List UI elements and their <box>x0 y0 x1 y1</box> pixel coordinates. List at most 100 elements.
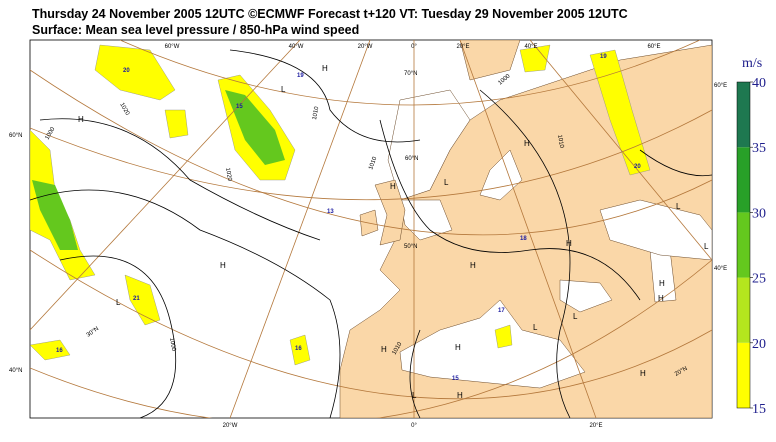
pressure-centre: H <box>658 294 664 303</box>
wind-label: 19 <box>600 54 607 60</box>
colorbar-segment <box>737 212 750 278</box>
pressure-centre: L <box>281 85 286 94</box>
isobar <box>39 118 321 241</box>
map: 60°W 40°W 20°W 0° 20°E 40°E 60°E 20°W 0°… <box>9 39 727 429</box>
graticule <box>30 249 712 400</box>
isobar <box>59 255 177 418</box>
wind-label: 16 <box>56 348 63 354</box>
pressure-centre: L <box>533 323 538 332</box>
pressure-centre: H <box>470 261 476 270</box>
colorbar-frame <box>736 81 751 409</box>
pressure-centre: L <box>412 391 417 400</box>
graticule <box>529 40 712 261</box>
isobar <box>229 49 421 143</box>
wind-area <box>94 44 176 101</box>
colorbar-unit: m/s <box>742 56 762 71</box>
longitude-label: 20°E <box>456 44 469 50</box>
latitude-label: 50°N <box>404 244 417 250</box>
sea <box>387 89 471 201</box>
longitude-label: 60°W <box>165 44 180 50</box>
isobar-label: 1000 <box>168 337 176 352</box>
pressure-centre: H <box>659 279 665 288</box>
longitude-label: 40°E <box>524 44 537 50</box>
latitude-label: 60°N <box>9 133 22 139</box>
colorbar-segment <box>737 277 750 343</box>
colorbar-tick-label: 30 <box>752 206 766 221</box>
wind-label: 15 <box>236 104 243 110</box>
pressure-centre: H <box>322 64 328 73</box>
wind-label: 16 <box>295 346 302 352</box>
pressure-centre: L <box>573 312 578 321</box>
sea <box>599 199 712 261</box>
wind-area <box>494 324 513 349</box>
colorbar-tick-label: 35 <box>752 141 766 156</box>
wind-label: 18 <box>520 236 527 242</box>
colorbar-tick-label: 15 <box>752 402 766 417</box>
isobar <box>479 89 571 418</box>
pressure-centre: H <box>455 343 461 352</box>
pressure-centre: L <box>704 242 709 251</box>
wind-area <box>124 274 161 326</box>
pressure-centre: L <box>116 298 121 307</box>
sea <box>399 299 586 389</box>
wind-label: 20 <box>634 164 641 170</box>
colorbar-segment <box>737 147 750 213</box>
graticule <box>119 40 701 106</box>
pressure-centre: H <box>524 139 530 148</box>
pressure-centre: H <box>640 369 646 378</box>
wind-area <box>164 109 189 139</box>
isobar-label: 1010 <box>556 134 564 149</box>
pressure-centre: H <box>457 391 463 400</box>
colorbar-tick-label: 25 <box>752 272 766 287</box>
wind-label: 17 <box>498 308 505 314</box>
pressure-centre: L <box>444 178 449 187</box>
isobar <box>379 119 641 301</box>
latitude-label: 60°E <box>714 83 727 89</box>
latitude-label: 60°N <box>405 156 418 162</box>
isobar-label: 1010 <box>312 106 320 121</box>
colorbar-tick-label: 40 <box>752 76 766 91</box>
pressure-centre: L <box>676 202 681 211</box>
colorbar-segment <box>737 342 750 408</box>
wind-label: 15 <box>452 376 459 382</box>
graticule <box>30 40 301 331</box>
graticule <box>459 40 597 418</box>
pressure-centre: H <box>381 345 387 354</box>
wind-label: 13 <box>327 209 334 215</box>
longitude-label: 20°W <box>223 423 238 429</box>
longitude-label: 0° <box>411 423 417 429</box>
latitude-label: 40°E <box>714 266 727 272</box>
isobar <box>30 189 341 418</box>
subtitle-line: Surface: Mean sea level pressure / 850-h… <box>32 23 359 37</box>
isobar <box>639 149 712 177</box>
isobar-label: 1020 <box>224 167 232 182</box>
land <box>374 179 406 246</box>
latitude-label: 70°N <box>404 71 417 77</box>
longitude-label: 20°E <box>589 423 602 429</box>
pressure-centre: H <box>390 182 396 191</box>
wind-area <box>225 90 285 165</box>
sea <box>559 279 613 313</box>
wind-area <box>289 334 311 366</box>
wind-area <box>32 180 78 250</box>
colorbar-tick-label: 20 <box>752 337 766 352</box>
isobar <box>409 329 421 418</box>
title-line: Thursday 24 November 2005 12UTC ©ECMWF F… <box>32 7 628 21</box>
wind-area <box>519 44 551 73</box>
longitude-label: 20°W <box>358 44 373 50</box>
pressure-centre: H <box>220 261 226 270</box>
land <box>459 40 521 81</box>
graticule <box>229 40 371 418</box>
wind-label: 19 <box>297 73 304 79</box>
wind-area <box>589 49 651 176</box>
latitude-label: 40°N <box>9 368 22 374</box>
wind-label: 21 <box>133 296 140 302</box>
colorbar: m/s 15 20 25 30 35 40 <box>736 56 766 417</box>
graticule <box>30 259 712 418</box>
wind-label: 20 <box>123 68 130 74</box>
pressure-centre: H <box>78 115 84 124</box>
latitude-label: 20°N <box>674 366 689 378</box>
longitude-label: 60°E <box>647 44 660 50</box>
pressure-centre: H <box>566 239 572 248</box>
